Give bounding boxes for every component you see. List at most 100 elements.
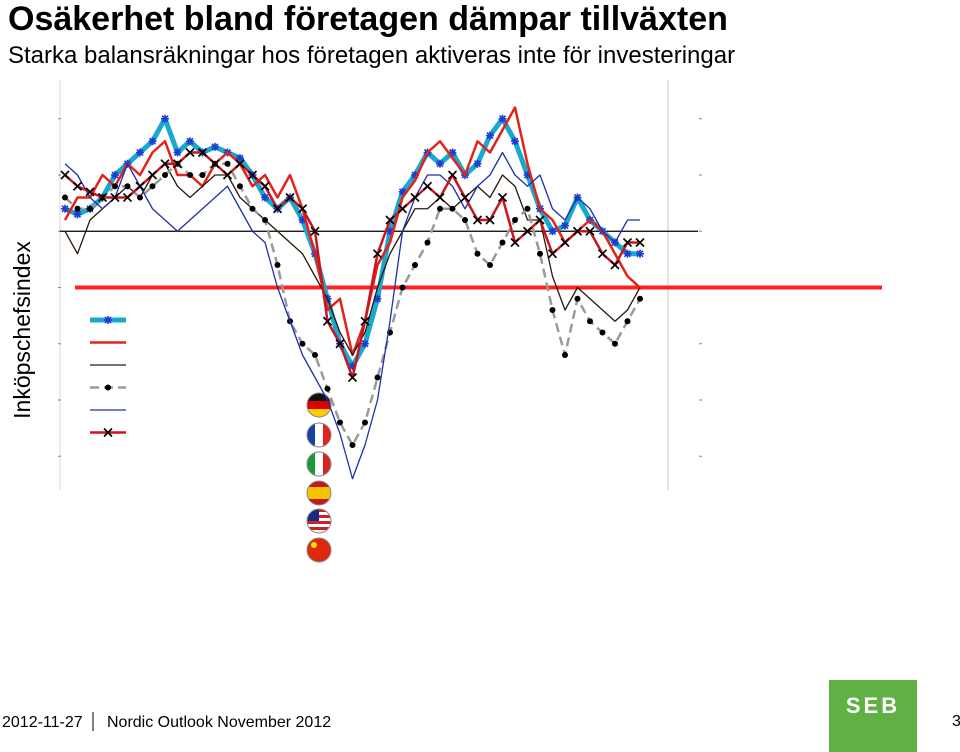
data-point [197, 147, 208, 158]
data-point [549, 307, 556, 313]
data-point [386, 227, 394, 236]
flag-france [306, 422, 332, 448]
data-point [361, 339, 369, 348]
title: Osäkerhet bland företagen dämpar tillväx… [8, 0, 728, 38]
data-point [274, 262, 281, 268]
data-point [137, 194, 143, 201]
data-point [61, 204, 69, 213]
data-point [73, 210, 82, 219]
data-point [349, 442, 356, 448]
data-point [374, 374, 381, 381]
data-point [148, 137, 157, 146]
data-point [499, 239, 506, 246]
data-point [572, 226, 583, 236]
legend [90, 316, 126, 438]
data-point [597, 249, 608, 259]
y-axis-label: Inköpschefsindex [9, 241, 35, 419]
data-point [561, 221, 569, 230]
data-point [337, 419, 343, 426]
data-point [122, 192, 133, 203]
data-point [485, 215, 495, 225]
series-line [64, 163, 641, 356]
data-point [62, 194, 68, 201]
data-point [210, 159, 220, 169]
data-point [560, 237, 570, 248]
data-point [237, 183, 243, 190]
data-point [161, 114, 169, 123]
data-point [124, 183, 131, 190]
logo-box [829, 680, 917, 752]
data-point [261, 193, 269, 202]
data-point [97, 192, 108, 203]
data-point [487, 262, 493, 268]
data-point [562, 352, 568, 358]
data-point [449, 205, 456, 212]
flag-italy [306, 451, 332, 477]
data-point [624, 318, 631, 325]
data-point [74, 205, 81, 212]
data-point [362, 419, 368, 426]
data-point [172, 159, 183, 169]
data-point [397, 204, 408, 214]
flag-germany [306, 392, 332, 418]
flags [306, 392, 332, 563]
data-point [324, 385, 331, 392]
data-point [523, 171, 532, 179]
data-point [373, 294, 382, 303]
data-point [224, 160, 231, 167]
data-point [574, 295, 581, 302]
data-point [186, 137, 194, 146]
data-point [285, 192, 295, 203]
data-point [511, 137, 519, 146]
data-point [72, 181, 83, 191]
page-number: 3 [952, 713, 960, 730]
data-point [298, 216, 307, 224]
data-point [472, 215, 483, 225]
data-point [87, 205, 93, 212]
data-point [473, 159, 482, 168]
data-point [262, 217, 268, 223]
data-point [585, 226, 595, 236]
data-point [547, 249, 558, 259]
flag-spain [306, 480, 332, 506]
data-point [162, 172, 168, 178]
data-point [599, 329, 606, 336]
data-point [524, 205, 531, 212]
data-point [211, 142, 219, 151]
data-point [610, 260, 620, 270]
data-point [447, 170, 458, 180]
data-point [422, 181, 433, 191]
data-point [412, 262, 418, 268]
legend-marker [103, 427, 113, 438]
data-point [360, 316, 370, 326]
series-line [64, 151, 640, 480]
data-point [149, 183, 156, 190]
legend-marker [105, 384, 111, 391]
data-point [510, 237, 520, 248]
series-line [64, 162, 642, 447]
data-point [372, 249, 383, 259]
data-point [112, 183, 118, 190]
data-point [235, 159, 245, 169]
data-point [635, 237, 645, 248]
data-point [347, 372, 358, 383]
data-point [435, 192, 445, 203]
data-point [111, 171, 119, 179]
data-point [622, 237, 633, 248]
data-point [348, 362, 357, 371]
data-point [385, 215, 395, 225]
data-point [474, 250, 481, 257]
data-point [312, 352, 318, 358]
data-point [297, 204, 308, 214]
data-point [486, 131, 494, 140]
data-point [187, 172, 193, 178]
data-point [185, 147, 195, 158]
data-point [398, 187, 407, 196]
data-point [522, 226, 533, 236]
data-point [497, 192, 508, 203]
data-point [498, 114, 507, 123]
data-point [512, 217, 518, 223]
footer-publication: Nordic Outlook November 2012 [107, 714, 331, 731]
data-point [462, 217, 468, 223]
